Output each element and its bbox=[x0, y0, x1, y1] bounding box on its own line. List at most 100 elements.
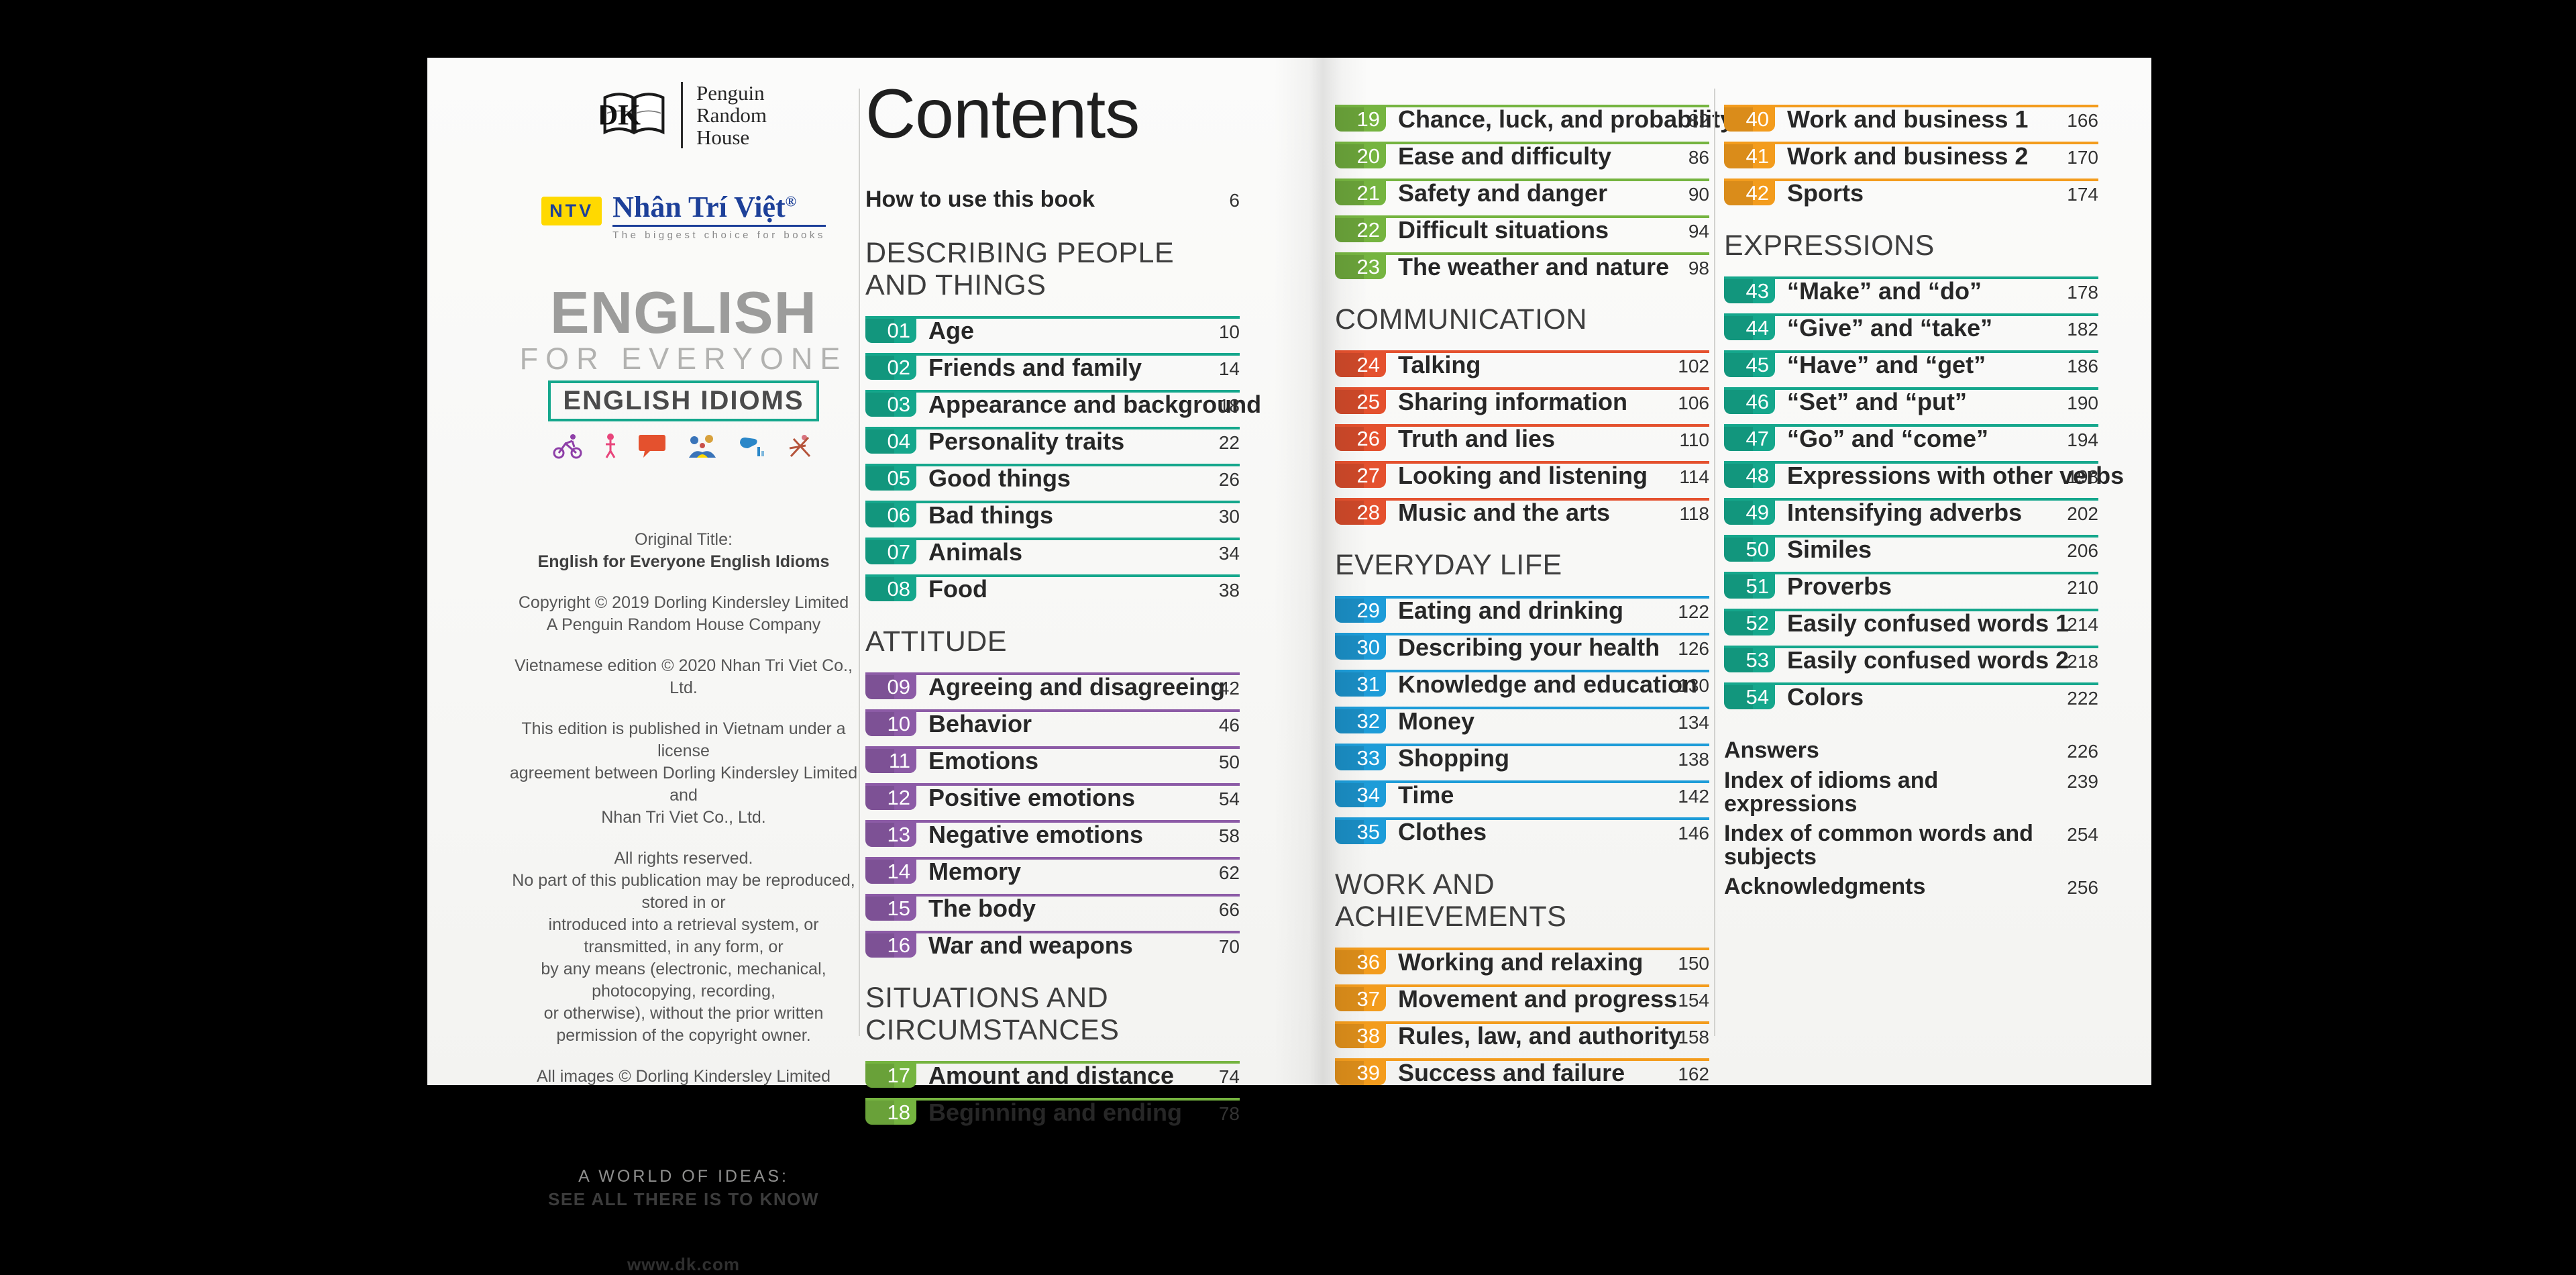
unit-number: 10 bbox=[887, 712, 910, 735]
unit-number-badge: 35 bbox=[1335, 820, 1386, 844]
unit-title: Success and failure bbox=[1398, 1059, 1625, 1086]
unit-number: 31 bbox=[1356, 672, 1380, 696]
unit-title: Food bbox=[928, 575, 987, 603]
unit-page-number: 70 bbox=[1218, 936, 1240, 957]
unit-title: Bad things bbox=[928, 501, 1053, 529]
toc-entry: 54 Colors 222 bbox=[1724, 682, 2098, 711]
toc-entry: 18 Beginning and ending 78 bbox=[865, 1098, 1240, 1126]
unit-number-badge: 14 bbox=[865, 860, 916, 884]
unit-number: 39 bbox=[1356, 1061, 1380, 1084]
toc-entry: 08 Food 38 bbox=[865, 574, 1240, 603]
contents-column-2: 19 Chance, luck, and probability 82 20 Ease … bbox=[1335, 58, 1733, 1132]
unit-title: Proverbs bbox=[1787, 572, 1892, 600]
back-matter-page-number: 254 bbox=[2067, 824, 2098, 845]
unit-number-badge: 45 bbox=[1724, 353, 1775, 377]
toc-entry: 16 War and weapons 70 bbox=[865, 931, 1240, 959]
unit-title: Rules, law, and authority bbox=[1398, 1022, 1682, 1050]
cyclist-icon bbox=[553, 434, 582, 459]
hand-chart-icon bbox=[740, 438, 764, 457]
toc-entry: 04 Personality traits 22 bbox=[865, 427, 1240, 455]
unit-number: 54 bbox=[1746, 685, 1769, 709]
unit-title: Safety and danger bbox=[1398, 179, 1608, 207]
imprint-paragraph: Original Title: English for Everyone Engl… bbox=[537, 530, 830, 572]
toc-entry: 42 Sports 174 bbox=[1724, 178, 2098, 207]
toc-entry: 27 Looking and listening 114 bbox=[1335, 461, 1709, 489]
unit-number: 09 bbox=[887, 675, 910, 699]
penguin-random-house-name: Penguin Random House bbox=[680, 82, 767, 148]
speech-bubble-icon bbox=[639, 435, 665, 458]
how-to-use-row: How to use this book 6 bbox=[865, 187, 1240, 213]
toc-entry: 24 Talking 102 bbox=[1335, 350, 1709, 378]
back-matter-label: Answers bbox=[1724, 737, 1819, 763]
unit-title: “Give” and “take” bbox=[1787, 314, 1993, 342]
unit-number: 07 bbox=[887, 540, 910, 564]
imprint-paragraph: Vietnamese edition © 2020 Nhan Tri Viet … bbox=[515, 656, 853, 698]
back-matter-label: Acknowledgments bbox=[1724, 874, 1926, 899]
toc-entry: 36 Working and relaxing 150 bbox=[1335, 948, 1709, 976]
unit-number-badge: 33 bbox=[1335, 746, 1386, 770]
unit-title: Describing your health bbox=[1398, 633, 1660, 661]
toc-entry: 09 Agreeing and disagreeing 42 bbox=[865, 672, 1240, 701]
toc-entry: 34 Time 142 bbox=[1335, 780, 1709, 809]
unit-page-number: 78 bbox=[1218, 1103, 1240, 1124]
unit-number: 49 bbox=[1746, 501, 1769, 524]
unit-number: 37 bbox=[1356, 987, 1380, 1011]
unit-number-badge: 09 bbox=[865, 675, 916, 699]
unit-title: The body bbox=[928, 895, 1036, 922]
unit-number-badge: 48 bbox=[1724, 464, 1775, 488]
unit-page-number: 18 bbox=[1218, 395, 1240, 416]
unit-number-badge: 19 bbox=[1335, 107, 1386, 132]
imprint-paragraph: All rights reserved. No part of this publ… bbox=[512, 849, 855, 1046]
unit-title: Intensifying adverbs bbox=[1787, 499, 2023, 526]
unit-number-badge: 28 bbox=[1335, 501, 1386, 525]
person-icon bbox=[605, 434, 616, 459]
unit-number-badge: 38 bbox=[1335, 1024, 1386, 1048]
ntv-name: Nhân Trí Việt® bbox=[612, 191, 826, 227]
unit-title: Sharing information bbox=[1398, 388, 1627, 415]
toc-entry: 32 Money 134 bbox=[1335, 707, 1709, 735]
toc-entry: 06 Bad things 30 bbox=[865, 501, 1240, 529]
unit-number-badge: 18 bbox=[865, 1101, 916, 1125]
unit-title: Work and business 2 bbox=[1787, 142, 2029, 170]
unit-page-number: 106 bbox=[1678, 393, 1709, 413]
toc-entry: 46 “Set” and “put” 190 bbox=[1724, 387, 2098, 415]
toc-entry: 52 Easily confused words 1 214 bbox=[1724, 609, 2098, 637]
imprint-paragraph: This edition is published in Vietnam und… bbox=[509, 719, 858, 827]
unit-title: “Make” and “do” bbox=[1787, 277, 1982, 305]
slogan-line-2: SEE ALL THERE IS TO KNOW bbox=[548, 1189, 819, 1210]
unit-page-number: 222 bbox=[2067, 688, 2098, 709]
unit-number-badge: 17 bbox=[865, 1064, 916, 1088]
deckchair-icon bbox=[789, 435, 811, 458]
unit-number-badge: 04 bbox=[865, 429, 916, 454]
toc-entry: 20 Ease and difficulty 86 bbox=[1335, 142, 1709, 170]
copyright-imprint: Original Title: English for Everyone Engl… bbox=[508, 529, 859, 1088]
unit-number-badge: 26 bbox=[1335, 427, 1386, 451]
unit-number: 52 bbox=[1746, 611, 1769, 635]
unit-page-number: 194 bbox=[2067, 429, 2098, 450]
unit-number: 26 bbox=[1356, 427, 1380, 450]
unit-page-number: 166 bbox=[2067, 110, 2098, 131]
unit-page-number: 82 bbox=[1688, 110, 1709, 131]
unit-title: Easily confused words 2 bbox=[1787, 646, 2070, 674]
unit-page-number: 118 bbox=[1679, 503, 1709, 524]
unit-number-badge: 11 bbox=[865, 749, 916, 773]
unit-number: 48 bbox=[1746, 464, 1769, 487]
unit-number: 36 bbox=[1356, 950, 1380, 974]
unit-number-badge: 07 bbox=[865, 540, 916, 564]
unit-title: Clothes bbox=[1398, 818, 1487, 846]
unit-number: 18 bbox=[887, 1101, 910, 1124]
toc-entry: 40 Work and business 1 166 bbox=[1724, 105, 2098, 133]
toc-entry: 01 Age 10 bbox=[865, 316, 1240, 344]
unit-title: Good things bbox=[928, 464, 1071, 492]
section-header: WORK AND ACHIEVEMENTS bbox=[1335, 868, 1567, 933]
unit-number: 15 bbox=[887, 897, 910, 920]
slogan-line-1: A WORLD OF IDEAS: bbox=[578, 1167, 789, 1186]
ntv-tagline: The biggest choice for books bbox=[612, 230, 826, 242]
unit-number: 33 bbox=[1356, 746, 1380, 770]
toc-entry: 21 Safety and danger 90 bbox=[1335, 178, 1709, 207]
unit-page-number: 34 bbox=[1218, 543, 1240, 564]
unit-page-number: 214 bbox=[2067, 614, 2098, 635]
unit-page-number: 98 bbox=[1688, 258, 1709, 278]
toc-entry: 44 “Give” and “take” 182 bbox=[1724, 313, 2098, 342]
series-logo: ENGLISH FOR EVERYONE ENGLISH IDIOMS bbox=[508, 283, 859, 459]
